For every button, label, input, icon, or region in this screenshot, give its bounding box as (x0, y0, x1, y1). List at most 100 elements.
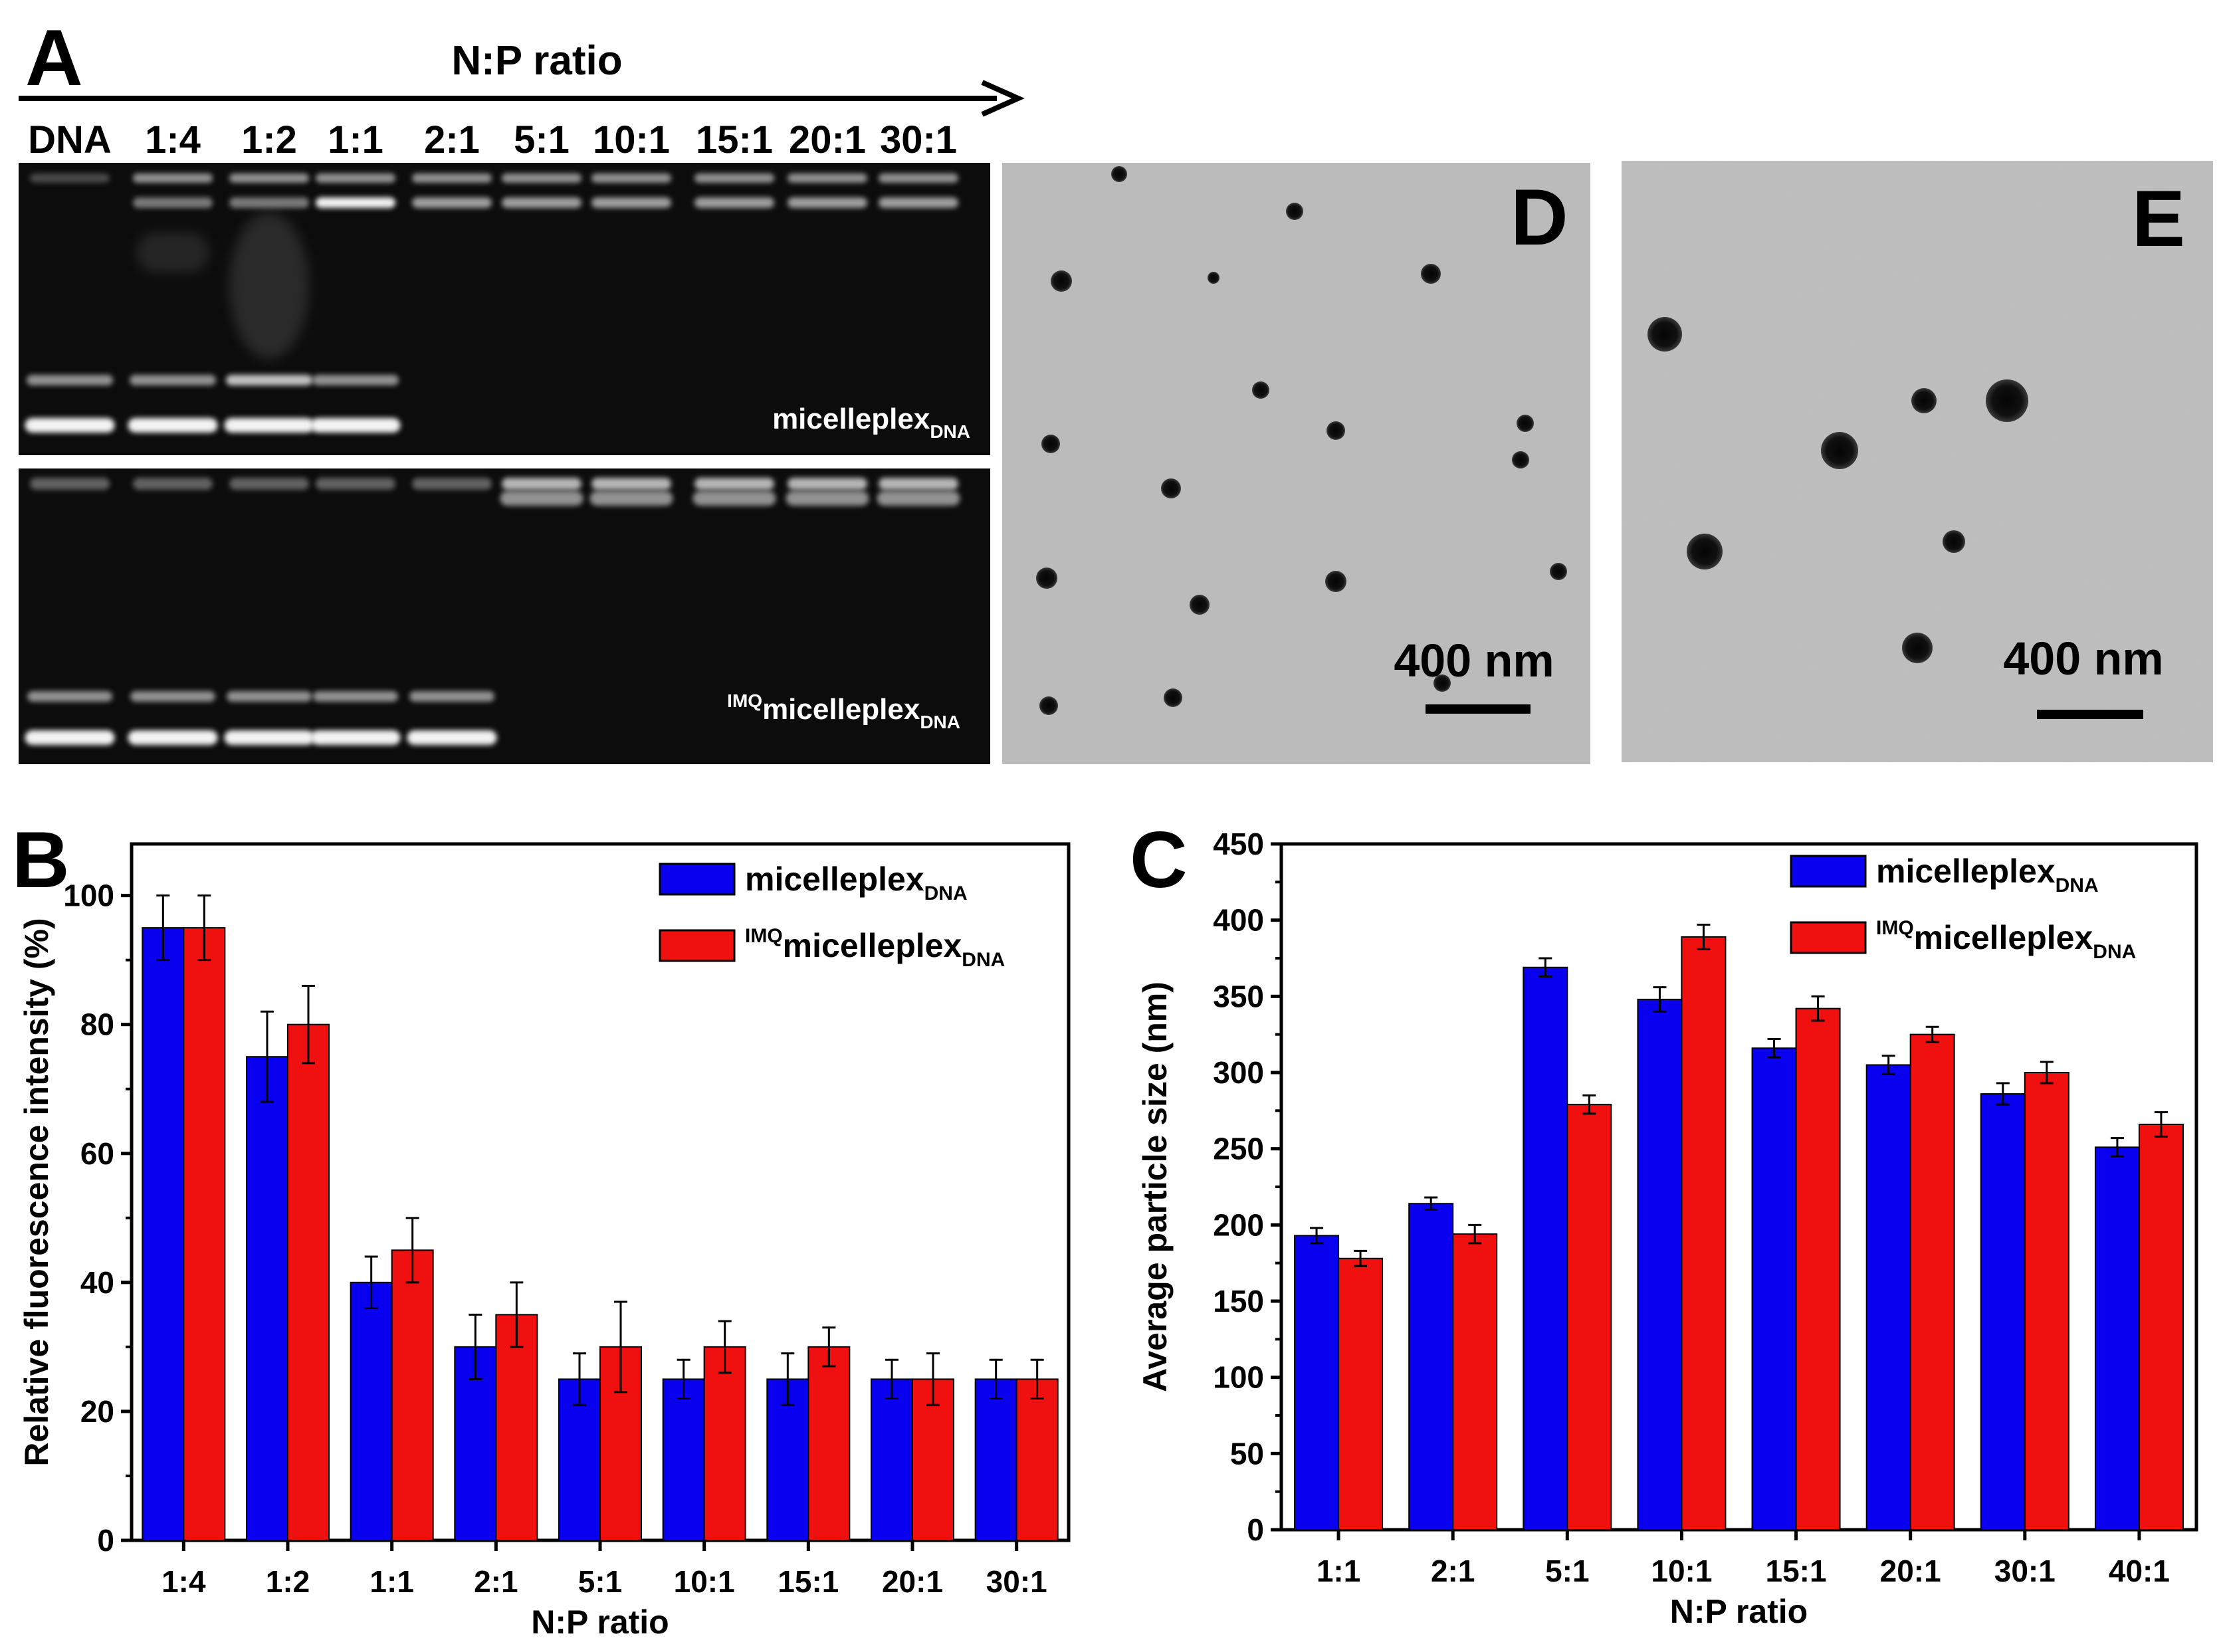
bar (1637, 998, 1683, 1531)
gel-band (502, 478, 582, 490)
x-tick-label: 30:1 (986, 1564, 1047, 1599)
particle (1111, 166, 1127, 182)
bar (807, 1346, 851, 1542)
gel-band (128, 730, 218, 745)
bar (1909, 1033, 1955, 1530)
scale-bar-e (2037, 710, 2143, 719)
gel-band (310, 418, 401, 433)
x-tick-label: 40:1 (2109, 1554, 2170, 1588)
gel-band (788, 173, 867, 183)
x-tick-label: 2:1 (1431, 1554, 1475, 1588)
lane-label: 1:2 (241, 118, 297, 161)
gel-band (591, 173, 671, 183)
x-tick-label: 10:1 (1651, 1554, 1712, 1588)
bar (1751, 1047, 1797, 1530)
gel-band (133, 478, 213, 490)
bar (974, 1378, 1017, 1542)
gel-bottom (19, 468, 990, 764)
y-axis-title: Relative fluorescence intensity (%) (18, 918, 55, 1466)
lane-label: 30:1 (880, 118, 957, 161)
lane-label: 1:4 (145, 118, 201, 161)
gel-band (312, 375, 399, 385)
gel-band (500, 491, 583, 506)
bar (391, 1249, 434, 1542)
gel-band (27, 375, 113, 385)
x-tick-label: 2:1 (474, 1564, 518, 1599)
gel-band (316, 478, 395, 490)
lane-label: 10:1 (593, 118, 670, 161)
y-tick-label: 400 (1213, 903, 1264, 938)
particle (1051, 270, 1072, 292)
bar (246, 1056, 288, 1541)
scale-bar-label-d: 400 nm (1394, 635, 1554, 686)
gel-band (879, 478, 958, 490)
panel-letter-a: A (25, 13, 83, 102)
gel-band (412, 197, 492, 208)
legend-swatch (1790, 921, 1867, 954)
scale-bar-label-e: 400 nm (2003, 633, 2163, 684)
lane-labels: DNA 1:4 1:2 1:1 2:1 5:1 10:1 15:1 20:1 30:1 (28, 118, 957, 161)
panel-letter-d: D (1511, 173, 1568, 262)
gel-band (25, 730, 115, 745)
particle (1252, 381, 1269, 399)
gel-band (130, 375, 216, 385)
legend-swatch (1790, 855, 1867, 888)
gel-band (224, 730, 314, 745)
gel-band (229, 478, 309, 490)
gel-band (128, 418, 218, 433)
particle (1326, 421, 1345, 440)
x-tick-label: 1:4 (161, 1564, 206, 1599)
particle (1911, 388, 1937, 413)
gel-band (136, 233, 209, 272)
y-tick-label: 20 (80, 1394, 114, 1429)
particle (1943, 530, 1965, 553)
gel-band (316, 197, 395, 208)
bar (1865, 1064, 1911, 1530)
panel-d: D 400 nm (1002, 163, 1590, 764)
bar (912, 1378, 954, 1542)
bar (2024, 1072, 2069, 1530)
y-tick-label: 50 (1230, 1436, 1264, 1471)
bar (350, 1281, 393, 1541)
y-tick-label: 60 (80, 1136, 114, 1171)
gel-band (412, 173, 492, 183)
particle (1421, 264, 1441, 284)
chart-c: C 0 50 100 150 200 250 300 350 400 450 1:1 2:1 5:1 10… (1130, 815, 2198, 1630)
legend-label: IMQmicelleplexDNA (1876, 917, 2136, 963)
gel-axis-label: N:P ratio (451, 38, 622, 84)
bar (1408, 1203, 1454, 1531)
bar (1523, 966, 1568, 1530)
particle (1517, 415, 1534, 432)
particles-d (1036, 166, 1567, 715)
panel-e: E 400 nm (1622, 161, 2213, 762)
gel-band (27, 691, 112, 702)
gel-band (591, 197, 671, 208)
gel-band (130, 691, 215, 702)
gel-band (133, 173, 213, 183)
legend-swatch (659, 929, 736, 962)
bar (1452, 1233, 1498, 1531)
particle (1190, 595, 1210, 615)
gel-band (316, 173, 395, 183)
lane-label: DNA (28, 118, 112, 161)
panel-letter-e: E (2132, 174, 2185, 263)
bar (1980, 1093, 2026, 1530)
scale-bar-d (1426, 704, 1531, 714)
gel-band (407, 730, 497, 745)
gel-band (589, 491, 673, 506)
particle (1286, 203, 1303, 220)
x-tick-label: 30:1 (1994, 1554, 2056, 1588)
gel-band (229, 173, 309, 183)
x-tick-label: 20:1 (1880, 1554, 1941, 1588)
gel-band (227, 691, 312, 702)
gel-band (694, 173, 774, 183)
gel-band (877, 491, 960, 506)
particle (1986, 379, 2028, 422)
particle (1550, 563, 1567, 580)
panel-a: A N:P ratio DNA 1:4 1:2 1:1 2:1 5:1 10:1 15:1 20… (19, 13, 1025, 764)
legend-swatch (659, 863, 736, 896)
gel-band (313, 691, 398, 702)
bar (871, 1378, 913, 1542)
particle (1164, 688, 1182, 707)
bar (2138, 1123, 2184, 1531)
